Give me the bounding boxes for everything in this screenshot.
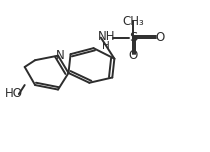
Text: CH₃: CH₃ bbox=[122, 15, 144, 28]
Text: O: O bbox=[129, 49, 138, 62]
Text: S: S bbox=[129, 31, 137, 44]
Text: H: H bbox=[102, 41, 110, 51]
Text: NH: NH bbox=[98, 30, 116, 43]
Text: HO: HO bbox=[5, 87, 23, 100]
Text: N: N bbox=[56, 49, 64, 62]
Text: O: O bbox=[155, 31, 164, 44]
